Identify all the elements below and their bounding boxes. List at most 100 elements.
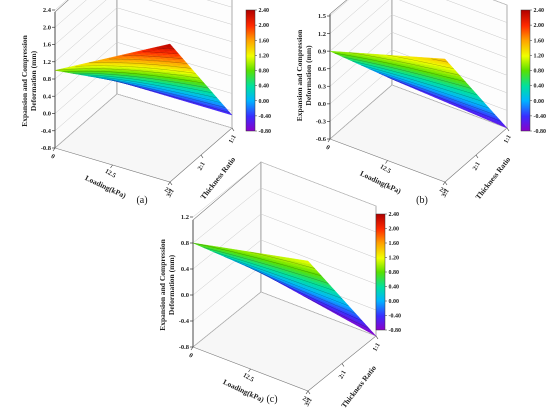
y-tick xyxy=(375,335,379,340)
gridline xyxy=(54,24,233,80)
contour-line xyxy=(431,58,448,63)
x-tick xyxy=(327,138,331,143)
x-tick-label: 25 xyxy=(163,186,173,196)
colorbar-tick-label: 1.20 xyxy=(534,53,545,59)
panel-label: (a) xyxy=(136,195,147,206)
y-tick-label: 1:1 xyxy=(228,134,238,145)
colorbar-tick-label: 2.00 xyxy=(534,23,545,29)
gridline xyxy=(329,84,508,140)
colorbar-tick-label: -0.80 xyxy=(534,129,547,135)
z-axis-title-line: Expansion and Compression xyxy=(158,238,167,330)
z-tick-label: 0.8 xyxy=(181,240,190,247)
surface-cell xyxy=(302,259,312,265)
z-tick-label: 0.9 xyxy=(318,48,327,55)
x-tick-label: 25 xyxy=(438,186,448,196)
x-tick-label: 0 xyxy=(325,144,331,152)
x-tick xyxy=(110,164,113,169)
panel-label: (c) xyxy=(266,394,277,405)
chart-panel: -0.6 -0.3 0.0 0.3 0.6 0.9 1.2 1.5 0 12.5 253:1 2:1 1… xyxy=(295,0,546,206)
z-axis-title-line: Expansion and Compression xyxy=(20,34,29,126)
y-tick xyxy=(231,127,235,132)
contour-line xyxy=(104,78,226,108)
colorbar-tick-label: 0.40 xyxy=(389,285,400,291)
z-axis-title-line: Deformation (mm) xyxy=(29,50,38,111)
z-tick-label: 1.2 xyxy=(318,31,326,38)
y-tick xyxy=(341,363,345,367)
colorbar-tick-label: 0.00 xyxy=(534,99,545,105)
x-axis-title: Loading(kPa) xyxy=(359,169,403,196)
y-tick xyxy=(200,154,204,159)
colorbar-tick-label: 1.20 xyxy=(259,53,270,59)
z-tick-label: 0.0 xyxy=(318,101,326,108)
y-tick-label: 2:1 xyxy=(472,161,482,172)
gridline xyxy=(329,49,508,105)
gridline xyxy=(329,31,508,87)
contour-line xyxy=(334,52,466,83)
z-axis-title-line: Deformation (mm) xyxy=(304,45,313,106)
z-tick-label: 0.6 xyxy=(318,66,327,73)
gridline xyxy=(54,7,233,62)
z-tick-label: 1.2 xyxy=(43,59,51,66)
colorbar-tick-label: 0.00 xyxy=(389,299,400,305)
colorbar xyxy=(375,213,386,331)
contour-line xyxy=(387,76,502,122)
y-tick xyxy=(169,181,173,186)
colorbar-tick-label: 0.40 xyxy=(259,84,270,90)
colorbar-tick-label: -0.40 xyxy=(389,314,402,320)
x-tick xyxy=(248,368,251,373)
contour-line xyxy=(192,242,322,277)
contour-line xyxy=(352,60,478,96)
contour-line xyxy=(343,56,472,89)
gridline xyxy=(329,0,508,34)
colorbar-tick-label: 1.20 xyxy=(389,256,400,262)
contour-line xyxy=(203,247,329,284)
colorbar xyxy=(245,9,256,132)
colorbar-tick-label: 1.60 xyxy=(259,38,270,44)
y-tick xyxy=(506,127,510,132)
colorbar-tick-label: 0.80 xyxy=(259,69,270,75)
chart-panel: -0.8-0.40.00.40.81.2012.5253:12:11:1Load… xyxy=(158,161,402,410)
z-axis-title-line: Expansion and Compression xyxy=(295,29,304,121)
y-tick-label: 2:1 xyxy=(338,369,348,380)
contour-line xyxy=(224,256,343,299)
contour-line xyxy=(245,265,356,314)
gridline xyxy=(54,0,233,45)
z-tick-label: 0.3 xyxy=(318,83,327,90)
gridline xyxy=(329,14,508,69)
colorbar-tick-label: 1.60 xyxy=(534,38,545,44)
y-tick-label: 2:1 xyxy=(197,161,207,172)
y-tick-label: 3:1 xyxy=(441,188,451,199)
z-tick-label: 0.4 xyxy=(43,93,52,100)
contour-line xyxy=(108,58,188,64)
x-tick-label: 12.5 xyxy=(104,168,118,180)
y-axis-title: Thickness Ratio xyxy=(339,363,378,409)
x-tick xyxy=(167,181,171,186)
contour-line xyxy=(88,62,192,69)
colorbar-tick-label: 2.40 xyxy=(389,212,400,218)
y-tick-label: 1:1 xyxy=(503,134,513,145)
y-tick xyxy=(475,154,479,159)
z-tick-label: 2.4 xyxy=(43,7,52,14)
z-tick-label: 0.8 xyxy=(43,76,52,83)
contour-line xyxy=(63,70,205,84)
x-tick xyxy=(442,181,446,186)
gridline xyxy=(192,239,377,296)
z-axis-title-line: Deformation (mm) xyxy=(167,254,176,315)
contour-line xyxy=(156,47,175,50)
surface-cell xyxy=(164,43,173,49)
x-tick xyxy=(305,390,309,395)
colorbar xyxy=(520,9,531,132)
gridline xyxy=(192,291,377,348)
contour-line xyxy=(234,260,349,307)
contour-line xyxy=(255,270,363,322)
contour-line xyxy=(142,51,179,55)
gridline xyxy=(329,0,508,52)
panel-label: (b) xyxy=(416,195,428,206)
z-tick-label: 0.4 xyxy=(181,266,190,273)
z-tick-label: 1.5 xyxy=(318,13,327,20)
contour-line xyxy=(122,55,183,59)
z-tick-label: 1.6 xyxy=(43,42,52,49)
contour-line xyxy=(303,295,370,329)
colorbar-tick-label: 2.40 xyxy=(534,8,545,14)
